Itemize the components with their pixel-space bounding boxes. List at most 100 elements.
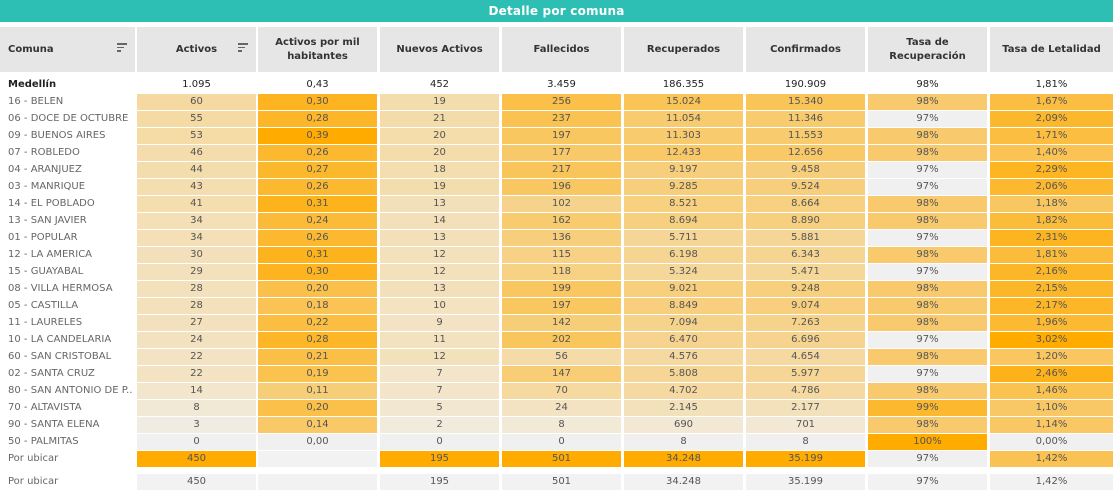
header-tasa-de-recuperacion[interactable]: Tasa de Recuperación <box>868 27 987 72</box>
comuna-name: 16 - BELEN <box>8 96 64 107</box>
comuna-name: Medellín <box>8 79 57 90</box>
header-tasa-de-letalidad[interactable]: Tasa de Letalidad <box>990 27 1113 72</box>
cell-tasa-de-recuperacion: 97% <box>868 179 987 195</box>
table-row[interactable]: 60 - SAN CRISTOBAL 22 0,21 12 56 4.576 4.654 98… <box>0 349 1113 366</box>
cell-tasa-de-recuperacion: 98% <box>916 79 939 90</box>
cell-confirmados: 8.890 <box>746 213 865 229</box>
sort-icon[interactable] <box>238 43 248 53</box>
table-row[interactable]: 01 - POPULAR 34 0,26 13 136 5.711 5.881 97% 2,31… <box>0 230 1113 247</box>
cell-confirmados: 11.346 <box>746 111 865 127</box>
comuna-name: 80 - SAN ANTONIO DE P.. <box>8 385 133 396</box>
cell-fallecidos: 118 <box>502 264 621 280</box>
cell-fallecidos: 56 <box>502 349 621 365</box>
table-row[interactable]: 06 - DOCE DE OCTUBRE 55 0,28 21 237 11.054 11.… <box>0 111 1113 128</box>
cell-nuevos-activos: 11 <box>380 332 499 348</box>
cell-activos: 14 <box>137 383 256 399</box>
table-row[interactable]: 13 - SAN JAVIER 34 0,24 14 162 8.694 8.890 98% 1… <box>0 213 1113 230</box>
cell-tasa-de-recuperacion: 97% <box>868 111 987 127</box>
table-row[interactable]: 09 - BUENOS AIRES 53 0,39 20 197 11.303 11.553… <box>0 128 1113 145</box>
cell-activos: 43 <box>137 179 256 195</box>
cell-tasa-de-recuperacion: 98% <box>868 196 987 212</box>
header-nuevos-activos[interactable]: Nuevos Activos <box>380 27 499 72</box>
cell-tasa-de-letalidad: 1,10% <box>990 400 1113 416</box>
comuna-name: 08 - VILLA HERMOSA <box>8 283 113 294</box>
cell-fallecidos: 217 <box>502 162 621 178</box>
comuna-name: 03 - MANRIQUE <box>8 181 86 192</box>
table-row[interactable]: 07 - ROBLEDO 46 0,26 20 177 12.433 12.656 98% 1,… <box>0 145 1113 162</box>
cell-tasa-de-recuperacion: 98% <box>868 213 987 229</box>
table-row[interactable]: 05 - CASTILLA 28 0,18 10 197 8.849 9.074 98% 2,1… <box>0 298 1113 315</box>
cell-tasa-de-letalidad: 1,96% <box>990 315 1113 331</box>
table-row[interactable]: Por ubicar 450 195 501 34.248 35.199 97% 1,42% <box>0 451 1113 468</box>
cell-recuperados: 11.054 <box>624 111 743 127</box>
table-row[interactable]: 14 - EL POBLADO 41 0,31 13 102 8.521 8.664 98% 1… <box>0 196 1113 213</box>
header-label: Activos por mil habitantes <box>275 36 360 62</box>
cell-recuperados: 34.248 <box>624 474 743 490</box>
footer-row[interactable]: Por ubicar 450 195 501 34.248 35.199 97% 1,42% <box>0 474 1113 491</box>
comuna-name: 01 - POPULAR <box>8 232 78 243</box>
table-row[interactable]: 10 - LA CANDELARIA 24 0,28 11 202 6.470 6.696 9… <box>0 332 1113 349</box>
cell-confirmados: 6.343 <box>746 247 865 263</box>
cell-tasa-de-recuperacion: 97% <box>868 162 987 178</box>
cell-nuevos-activos: 13 <box>380 196 499 212</box>
cell-tasa-de-letalidad: 1,20% <box>990 349 1113 365</box>
cell-recuperados: 8.694 <box>624 213 743 229</box>
cell-tasa-de-letalidad: 2,16% <box>990 264 1113 280</box>
table-row[interactable]: 04 - ARANJUEZ 44 0,27 18 217 9.197 9.458 97% 2,2… <box>0 162 1113 179</box>
cell-activos-por-mil-habitantes: 0,31 <box>258 247 377 263</box>
cell-activos-por-mil-habitantes: 0,31 <box>258 196 377 212</box>
table-row[interactable]: 70 - ALTAVISTA 8 0,20 5 24 2.145 2.177 99% 1,10% <box>0 400 1113 417</box>
header-activos[interactable]: Activos <box>137 27 256 72</box>
cell-confirmados: 701 <box>746 417 865 433</box>
table-row[interactable]: 08 - VILLA HERMOSA 28 0,20 13 199 9.021 9.248 9… <box>0 281 1113 298</box>
cell-activos: 29 <box>137 264 256 280</box>
cell-activos: 450 <box>137 451 256 467</box>
comuna-name: 70 - ALTAVISTA <box>8 402 82 413</box>
comuna-name: 07 - ROBLEDO <box>8 147 80 158</box>
cell-recuperados: 9.285 <box>624 179 743 195</box>
cell-nuevos-activos: 14 <box>380 213 499 229</box>
cell-recuperados: 34.248 <box>624 451 743 467</box>
cell-activos-por-mil-habitantes: 0,43 <box>306 79 329 90</box>
table-row[interactable]: 90 - SANTA ELENA 3 0,14 2 8 690 701 98% 1,14% <box>0 417 1113 434</box>
table-row[interactable]: 11 - LAURELES 27 0,22 9 142 7.094 7.263 98% 1,96… <box>0 315 1113 332</box>
cell-recuperados: 9.197 <box>624 162 743 178</box>
table-row[interactable]: 80 - SAN ANTONIO DE P.. 14 0,11 7 70 4.702 4.7… <box>0 383 1113 400</box>
cell-activos-por-mil-habitantes: 0,28 <box>258 332 377 348</box>
table-row[interactable]: 15 - GUAYABAL 29 0,30 12 118 5.324 5.471 97% 2,1… <box>0 264 1113 281</box>
cell-activos: 34 <box>137 213 256 229</box>
cell-nuevos-activos: 12 <box>380 264 499 280</box>
cell-fallecidos: 501 <box>502 474 621 490</box>
cell-activos: 30 <box>137 247 256 263</box>
comuna-name: Por ubicar <box>8 453 59 464</box>
cell-fallecidos: 102 <box>502 196 621 212</box>
cell-fallecidos: 8 <box>502 417 621 433</box>
cell-activos: 24 <box>137 332 256 348</box>
table-row[interactable]: 16 - BELEN 60 0,30 19 256 15.024 15.340 98% 1,67… <box>0 94 1113 111</box>
table-row[interactable]: 12 - LA AMERICA 30 0,31 12 115 6.198 6.343 98% 1… <box>0 247 1113 264</box>
header-comuna[interactable]: Comuna <box>0 27 135 72</box>
cell-tasa-de-letalidad: 1,67% <box>990 94 1113 110</box>
cell-confirmados: 2.177 <box>746 400 865 416</box>
total-row[interactable]: Medellín 1.095 0,43 452 3.459 186.355 190.909 9… <box>0 77 1113 94</box>
cell-recuperados: 5.711 <box>624 230 743 246</box>
table-row[interactable]: 03 - MANRIQUE 43 0,26 19 196 9.285 9.524 97% 2,0… <box>0 179 1113 196</box>
cell-tasa-de-letalidad: 1,14% <box>990 417 1113 433</box>
cell-nuevos-activos: 10 <box>380 298 499 314</box>
cell-fallecidos: 202 <box>502 332 621 348</box>
cell-nuevos-activos: 19 <box>380 94 499 110</box>
header-activos-por-mil-habitantes[interactable]: Activos por mil habitantes <box>258 27 377 72</box>
table-row[interactable]: 02 - SANTA CRUZ 22 0,19 7 147 5.808 5.977 97% 2,… <box>0 366 1113 383</box>
table-row[interactable]: 50 - PALMITAS 0 0,00 0 0 8 8 100% 0,00% <box>0 434 1113 451</box>
cell-recuperados: 690 <box>624 417 743 433</box>
header-recuperados[interactable]: Recuperados <box>624 27 743 72</box>
comuna-name: 50 - PALMITAS <box>8 436 79 447</box>
cell-tasa-de-recuperacion: 98% <box>868 145 987 161</box>
comuna-name: 04 - ARANJUEZ <box>8 164 82 175</box>
header-confirmados[interactable]: Confirmados <box>746 27 865 72</box>
cell-fallecidos: 177 <box>502 145 621 161</box>
cell-confirmados: 9.458 <box>746 162 865 178</box>
cell-tasa-de-letalidad: 2,46% <box>990 366 1113 382</box>
sort-icon[interactable] <box>117 43 127 53</box>
header-fallecidos[interactable]: Fallecidos <box>502 27 621 72</box>
